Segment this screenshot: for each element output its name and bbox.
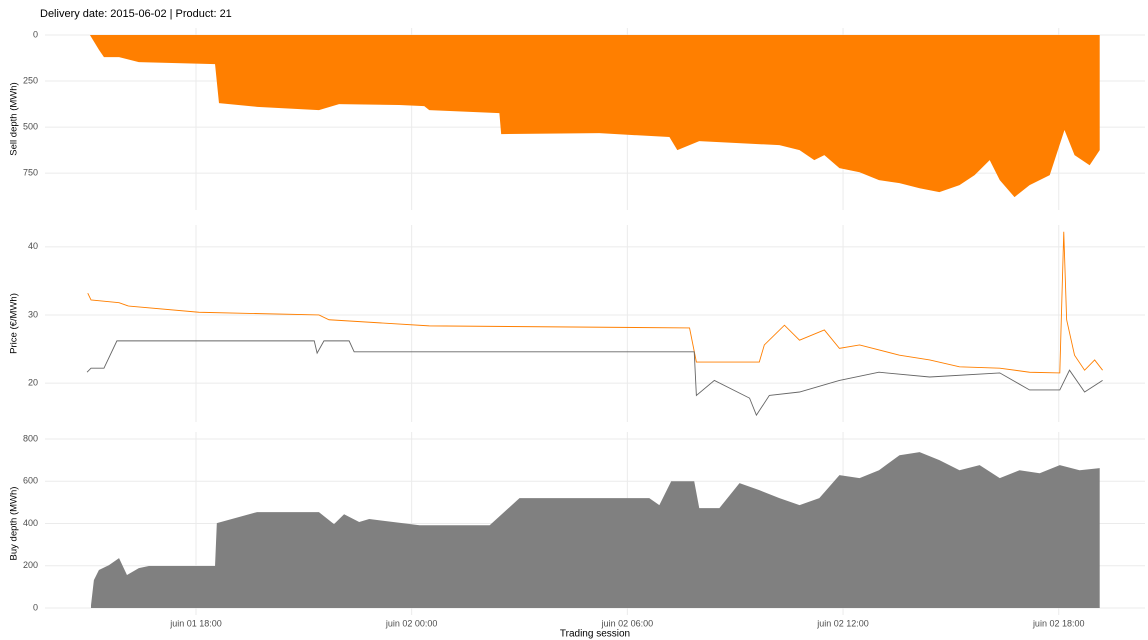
y-tick-label: 20 [28,378,38,388]
x-tick-label: juin 02 00:00 [385,618,438,628]
y-tick-label: 0 [33,602,38,612]
x-tick-label: juin 02 06:00 [601,618,654,628]
x-tick-label: juin 01 18:00 [169,618,222,628]
y-tick-label: 600 [23,476,38,486]
y-tick-label: 40 [28,241,38,251]
y-axis-label: Sell depth (MWh) [9,82,20,155]
area [91,452,1100,609]
y-tick-label: 500 [23,121,38,131]
y-tick-label: 30 [28,309,38,319]
y-tick-label: 800 [23,433,38,443]
y-tick-label: 400 [23,518,38,528]
area [89,35,1100,198]
chart-title: Delivery date: 2015-06-02 | Product: 21 [40,8,232,20]
y-tick-label: 250 [23,75,38,85]
x-axis-label: Trading session [560,629,630,640]
y-axis-label: Buy depth (MWh) [9,487,20,561]
line [87,231,1103,374]
x-tick-label: juin 02 12:00 [816,618,869,628]
y-axis-label: Price (€/MWh) [9,293,20,354]
y-tick-label: 750 [23,168,38,178]
y-tick-label: 200 [23,560,38,570]
line [86,340,1103,417]
x-tick-label: juin 02 18:00 [1032,618,1085,628]
y-tick-label: 0 [33,29,38,39]
